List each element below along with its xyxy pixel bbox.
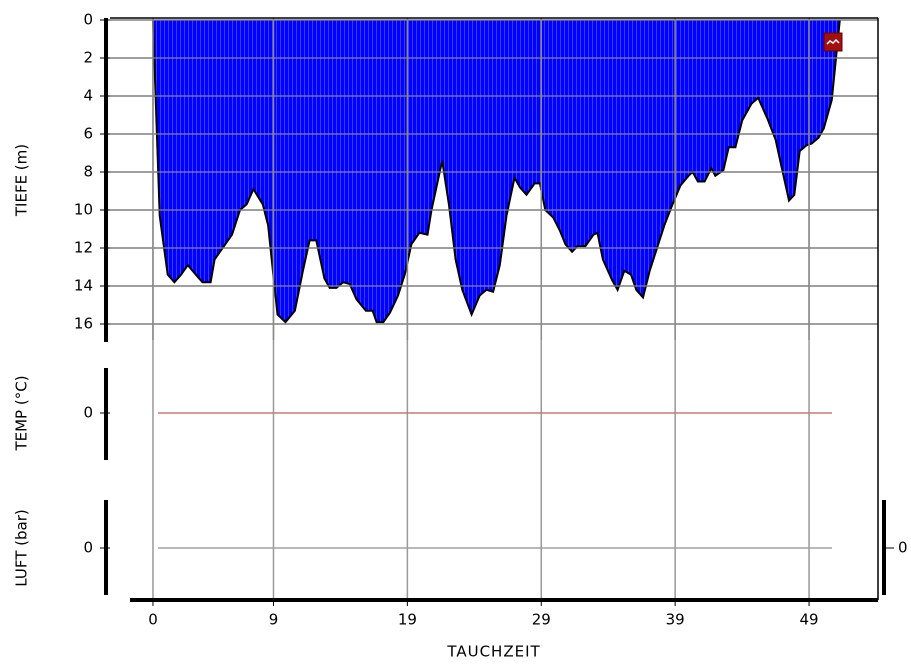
x-tick-label: 9	[269, 611, 279, 629]
x-tick-label: 29	[532, 611, 551, 629]
y-tick-label: 4	[83, 87, 93, 105]
temp-label: TEMP (°C)	[13, 375, 31, 451]
y-tick-label: 14	[74, 277, 93, 295]
air-label: LUFT (bar)	[13, 509, 31, 586]
icon-glyph	[826, 38, 840, 45]
x-tick-label: 49	[799, 611, 818, 629]
y-tick-label: 16	[74, 315, 93, 333]
y-tick-label: 0	[83, 539, 93, 557]
y-tick-label: 0	[83, 11, 93, 29]
y2-tick-label: 0	[898, 539, 908, 557]
depth-line	[152, 19, 841, 324]
y-tick-label: 6	[83, 125, 93, 143]
y-tick-label: 10	[74, 201, 93, 219]
data	[110, 18, 878, 340]
x-label: TAUCHZEIT	[446, 643, 540, 661]
y-tick-label: 8	[83, 163, 93, 181]
x-tick-label: 19	[398, 611, 417, 629]
event-icon[interactable]	[823, 32, 843, 52]
x-tick-label: 39	[666, 611, 685, 629]
depth-label: TIEFE (m)	[13, 144, 31, 217]
y-tick-label: 2	[83, 49, 93, 67]
x-tick-label: 0	[148, 611, 158, 629]
y-tick-label: 12	[74, 239, 93, 257]
y-tick-label: 0	[83, 404, 93, 422]
